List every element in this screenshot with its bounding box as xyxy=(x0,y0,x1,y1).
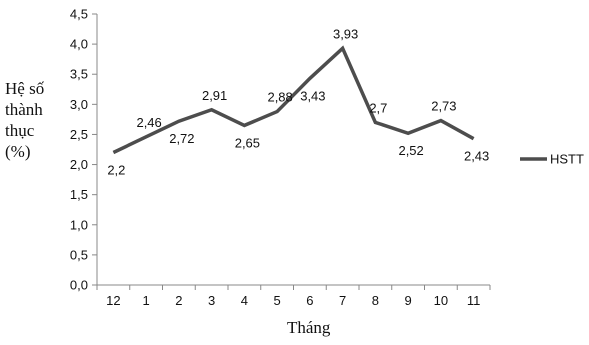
y-tick-label: 4,5 xyxy=(70,7,88,22)
data-label: 2,52 xyxy=(398,143,423,158)
x-tick-label: 7 xyxy=(339,293,346,308)
x-tick-label: 12 xyxy=(106,293,120,308)
x-tick-label: 9 xyxy=(405,293,412,308)
data-label: 2,73 xyxy=(431,99,456,114)
y-tick-label: 2,5 xyxy=(70,127,88,142)
y-axis-title-line-2: thành xyxy=(5,100,43,119)
data-label: 3,43 xyxy=(300,88,325,103)
data-labels: 2,2 2,46 2,72 2,91 2,65 2,88 3,43 3,93 2,7 2,52 2,… xyxy=(107,26,489,177)
data-label: 2,88 xyxy=(267,90,292,105)
data-label: 2,46 xyxy=(136,115,161,130)
y-tick-labels: 0,0 0,5 1,0 1,5 2,0 2,5 3,0 3,5 4,0 4,5 xyxy=(70,7,88,293)
y-tick-label: 1,5 xyxy=(70,187,88,202)
y-axis-title-line-3: thục xyxy=(5,121,35,140)
data-label: 2,72 xyxy=(169,131,194,146)
y-axis-title-line-4: (%) xyxy=(5,142,31,161)
x-tick-label: 5 xyxy=(274,293,281,308)
x-tick-label: 8 xyxy=(372,293,379,308)
legend: HSTT xyxy=(520,152,584,167)
series-lines xyxy=(112,45,475,155)
x-tick-label: 10 xyxy=(434,293,448,308)
x-tick-label: 11 xyxy=(467,293,481,308)
x-tick-label: 3 xyxy=(208,293,215,308)
data-label: 2,7 xyxy=(369,100,387,115)
data-label: 2,65 xyxy=(235,135,260,150)
y-tick-label: 3,0 xyxy=(70,97,88,112)
x-tick-label: 1 xyxy=(143,293,150,308)
data-label: 2,91 xyxy=(202,88,227,103)
y-tick-label: 3,5 xyxy=(70,67,88,82)
y-tick-label: 2,0 xyxy=(70,157,88,172)
y-tick-label: 1,0 xyxy=(70,217,88,232)
data-label: 3,93 xyxy=(333,26,358,41)
x-tick-label: 2 xyxy=(175,293,182,308)
x-tick-label: 4 xyxy=(241,293,248,308)
data-label: 2,2 xyxy=(107,163,125,178)
legend-label: HSTT xyxy=(550,152,584,167)
y-tick-label: 4,0 xyxy=(70,37,88,52)
data-label: 2,43 xyxy=(464,149,489,164)
y-axis-title: Hệ số thành thục (%) xyxy=(5,78,65,162)
y-axis-title-line-1: Hệ số xyxy=(5,79,45,98)
x-axis-title: Tháng xyxy=(287,318,331,337)
y-tick-label: 0,0 xyxy=(70,278,88,293)
y-tick-label: 0,5 xyxy=(70,247,88,262)
series-line-hstt xyxy=(112,45,475,155)
axes xyxy=(92,13,491,290)
x-tick-labels: 12 1 2 3 4 5 6 7 8 9 10 11 xyxy=(106,293,480,308)
x-tick-label: 6 xyxy=(306,293,313,308)
